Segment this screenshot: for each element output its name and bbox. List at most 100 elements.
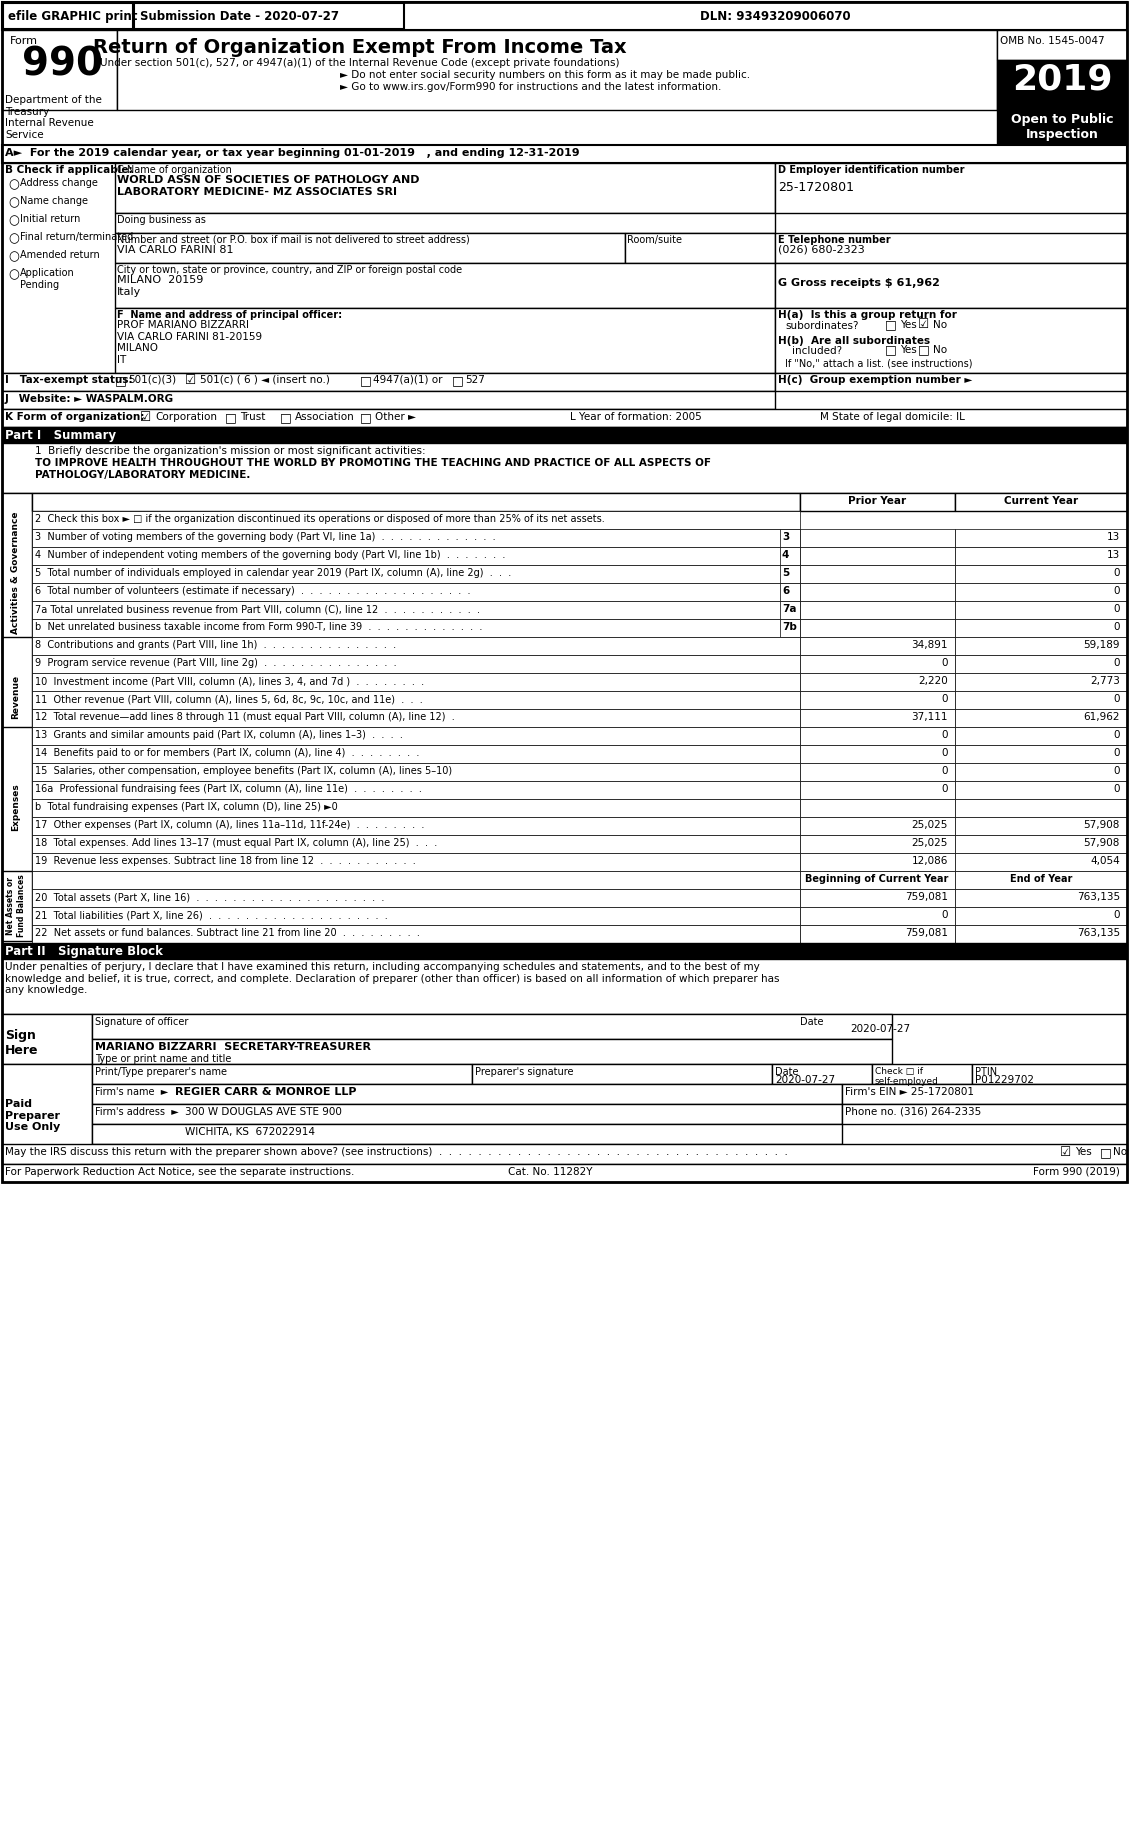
Text: Firm's EIN ► 25-1720801: Firm's EIN ► 25-1720801 [844, 1087, 974, 1096]
Bar [780, 601, 800, 619]
Text: Under penalties of perjury, I declare that I have examined this return, includin: Under penalties of perjury, I declare th… [5, 963, 779, 996]
Text: M State of legal domicile: IL: M State of legal domicile: IL [820, 413, 965, 422]
Bar [955, 530, 1127, 546]
Bar [800, 583, 955, 601]
Bar [115, 263, 774, 309]
Text: 2020-07-27: 2020-07-27 [850, 1023, 910, 1034]
Text: (026) 680-2323: (026) 680-2323 [778, 245, 865, 256]
Bar [2, 959, 1127, 1014]
Text: 7b: 7b [782, 621, 797, 632]
Text: Paid
Preparer
Use Only: Paid Preparer Use Only [5, 1100, 60, 1133]
Text: Phone no. (316) 264-2335: Phone no. (316) 264-2335 [844, 1107, 981, 1116]
Bar [32, 890, 800, 906]
Text: 300 W DOUGLAS AVE STE 900: 300 W DOUGLAS AVE STE 900 [185, 1107, 342, 1116]
Text: Other ►: Other ► [375, 413, 415, 422]
Text: Firm's address  ►: Firm's address ► [95, 1107, 178, 1116]
Bar [872, 1063, 972, 1083]
Text: 21  Total liabilities (Part X, line 26)  .  .  .  .  .  .  .  .  .  .  .  .  .  : 21 Total liabilities (Part X, line 26) .… [35, 910, 387, 921]
Text: Beginning of Current Year: Beginning of Current Year [805, 873, 948, 884]
Text: Prior Year: Prior Year [848, 495, 907, 506]
Bar [955, 871, 1127, 890]
Text: D Employer identification number: D Employer identification number [778, 164, 964, 175]
Text: DLN: 93493209006070: DLN: 93493209006070 [700, 9, 850, 24]
Text: 501(c) ( 6 ) ◄ (insert no.): 501(c) ( 6 ) ◄ (insert no.) [200, 375, 330, 385]
Text: 0: 0 [942, 658, 948, 669]
Bar [800, 619, 955, 638]
Text: 0: 0 [942, 694, 948, 703]
Bar [997, 110, 1127, 144]
Bar [32, 546, 800, 565]
Text: ☑: ☑ [140, 411, 151, 424]
Text: Net Assets or
Fund Balances: Net Assets or Fund Balances [7, 875, 26, 937]
Text: Amended return: Amended return [20, 250, 99, 259]
Text: □: □ [918, 343, 930, 356]
Bar [2, 163, 1127, 373]
Text: 59,189: 59,189 [1084, 639, 1120, 650]
Text: 57,908: 57,908 [1084, 820, 1120, 829]
Text: 2019: 2019 [1012, 62, 1112, 97]
Bar [955, 906, 1127, 924]
Text: ○: ○ [8, 195, 19, 208]
Text: J   Website: ► WASPALM.ORG: J Website: ► WASPALM.ORG [5, 395, 174, 404]
Bar [3, 4, 133, 29]
Text: I   Tax-exempt status:: I Tax-exempt status: [5, 375, 132, 385]
Text: H(c)  Group exemption number ►: H(c) Group exemption number ► [778, 375, 972, 385]
Text: 18  Total expenses. Add lines 13–17 (must equal Part IX, column (A), line 25)  .: 18 Total expenses. Add lines 13–17 (must… [35, 839, 437, 848]
Text: 34,891: 34,891 [911, 639, 948, 650]
Text: 14  Benefits paid to or for members (Part IX, column (A), line 4)  .  .  .  .  .: 14 Benefits paid to or for members (Part… [35, 747, 419, 758]
Text: efile GRAPHIC print: efile GRAPHIC print [8, 9, 138, 24]
Text: F  Name and address of principal officer:: F Name and address of principal officer: [117, 311, 342, 320]
Text: Initial return: Initial return [20, 214, 80, 225]
Bar [955, 727, 1127, 745]
Text: ► Do not enter social security numbers on this form as it may be made public.: ► Do not enter social security numbers o… [340, 69, 750, 80]
Text: Type or print name and title: Type or print name and title [95, 1054, 231, 1063]
Bar [800, 530, 955, 546]
Text: If "No," attach a list. (see instructions): If "No," attach a list. (see instruction… [785, 358, 972, 367]
Text: 4: 4 [782, 550, 789, 561]
Bar [115, 214, 774, 234]
Text: 25,025: 25,025 [911, 839, 948, 848]
Text: 22  Net assets or fund balances. Subtract line 21 from line 20  .  .  .  .  .  .: 22 Net assets or fund balances. Subtract… [35, 928, 420, 937]
Text: No: No [1113, 1147, 1127, 1156]
Text: E Telephone number: E Telephone number [778, 236, 891, 245]
Text: Corporation: Corporation [155, 413, 217, 422]
Text: 13: 13 [1106, 550, 1120, 561]
Text: Revenue: Revenue [11, 674, 20, 720]
Text: 9  Program service revenue (Part VIII, line 2g)  .  .  .  .  .  .  .  .  .  .  .: 9 Program service revenue (Part VIII, li… [35, 658, 396, 669]
Text: 3  Number of voting members of the governing body (Part VI, line 1a)  .  .  .  .: 3 Number of voting members of the govern… [35, 532, 496, 543]
Text: TO IMPROVE HEALTH THROUGHOUT THE WORLD BY PROMOTING THE TEACHING AND PRACTICE OF: TO IMPROVE HEALTH THROUGHOUT THE WORLD B… [35, 459, 711, 481]
Bar [32, 619, 800, 638]
Text: B Check if applicable:: B Check if applicable: [5, 164, 132, 175]
Text: Open to Public
Inspection: Open to Public Inspection [1010, 113, 1113, 141]
Bar [32, 709, 800, 727]
Bar [32, 817, 800, 835]
Bar [115, 309, 774, 373]
Text: Submission Date - 2020-07-27: Submission Date - 2020-07-27 [140, 9, 339, 24]
Bar [800, 780, 955, 798]
Text: 0: 0 [1113, 766, 1120, 776]
Text: Yes: Yes [900, 320, 917, 331]
Text: Signature of officer: Signature of officer [95, 1018, 189, 1027]
Bar [955, 924, 1127, 943]
Text: b  Net unrelated business taxable income from Form 990-T, line 39  .  .  .  .  .: b Net unrelated business taxable income … [35, 621, 482, 632]
Bar [2, 2, 1127, 1182]
Text: 2,773: 2,773 [1091, 676, 1120, 685]
Bar [32, 924, 800, 943]
Bar [800, 727, 955, 745]
Text: 8  Contributions and grants (Part VIII, line 1h)  .  .  .  .  .  .  .  .  .  .  : 8 Contributions and grants (Part VIII, l… [35, 639, 396, 650]
Bar [32, 493, 800, 512]
Bar [2, 1063, 91, 1164]
Bar [91, 1104, 842, 1124]
Bar [32, 871, 800, 890]
Bar [91, 1014, 892, 1040]
Text: 5: 5 [782, 568, 789, 577]
Bar [955, 853, 1127, 871]
Text: Name change: Name change [20, 195, 88, 206]
Text: 15  Salaries, other compensation, employee benefits (Part IX, column (A), lines : 15 Salaries, other compensation, employe… [35, 766, 452, 776]
Text: Date: Date [774, 1067, 798, 1076]
Bar [2, 391, 774, 409]
Text: No: No [933, 320, 947, 331]
Text: □: □ [360, 411, 371, 424]
Bar [2, 1014, 91, 1063]
Text: 4947(a)(1) or: 4947(a)(1) or [373, 375, 443, 385]
